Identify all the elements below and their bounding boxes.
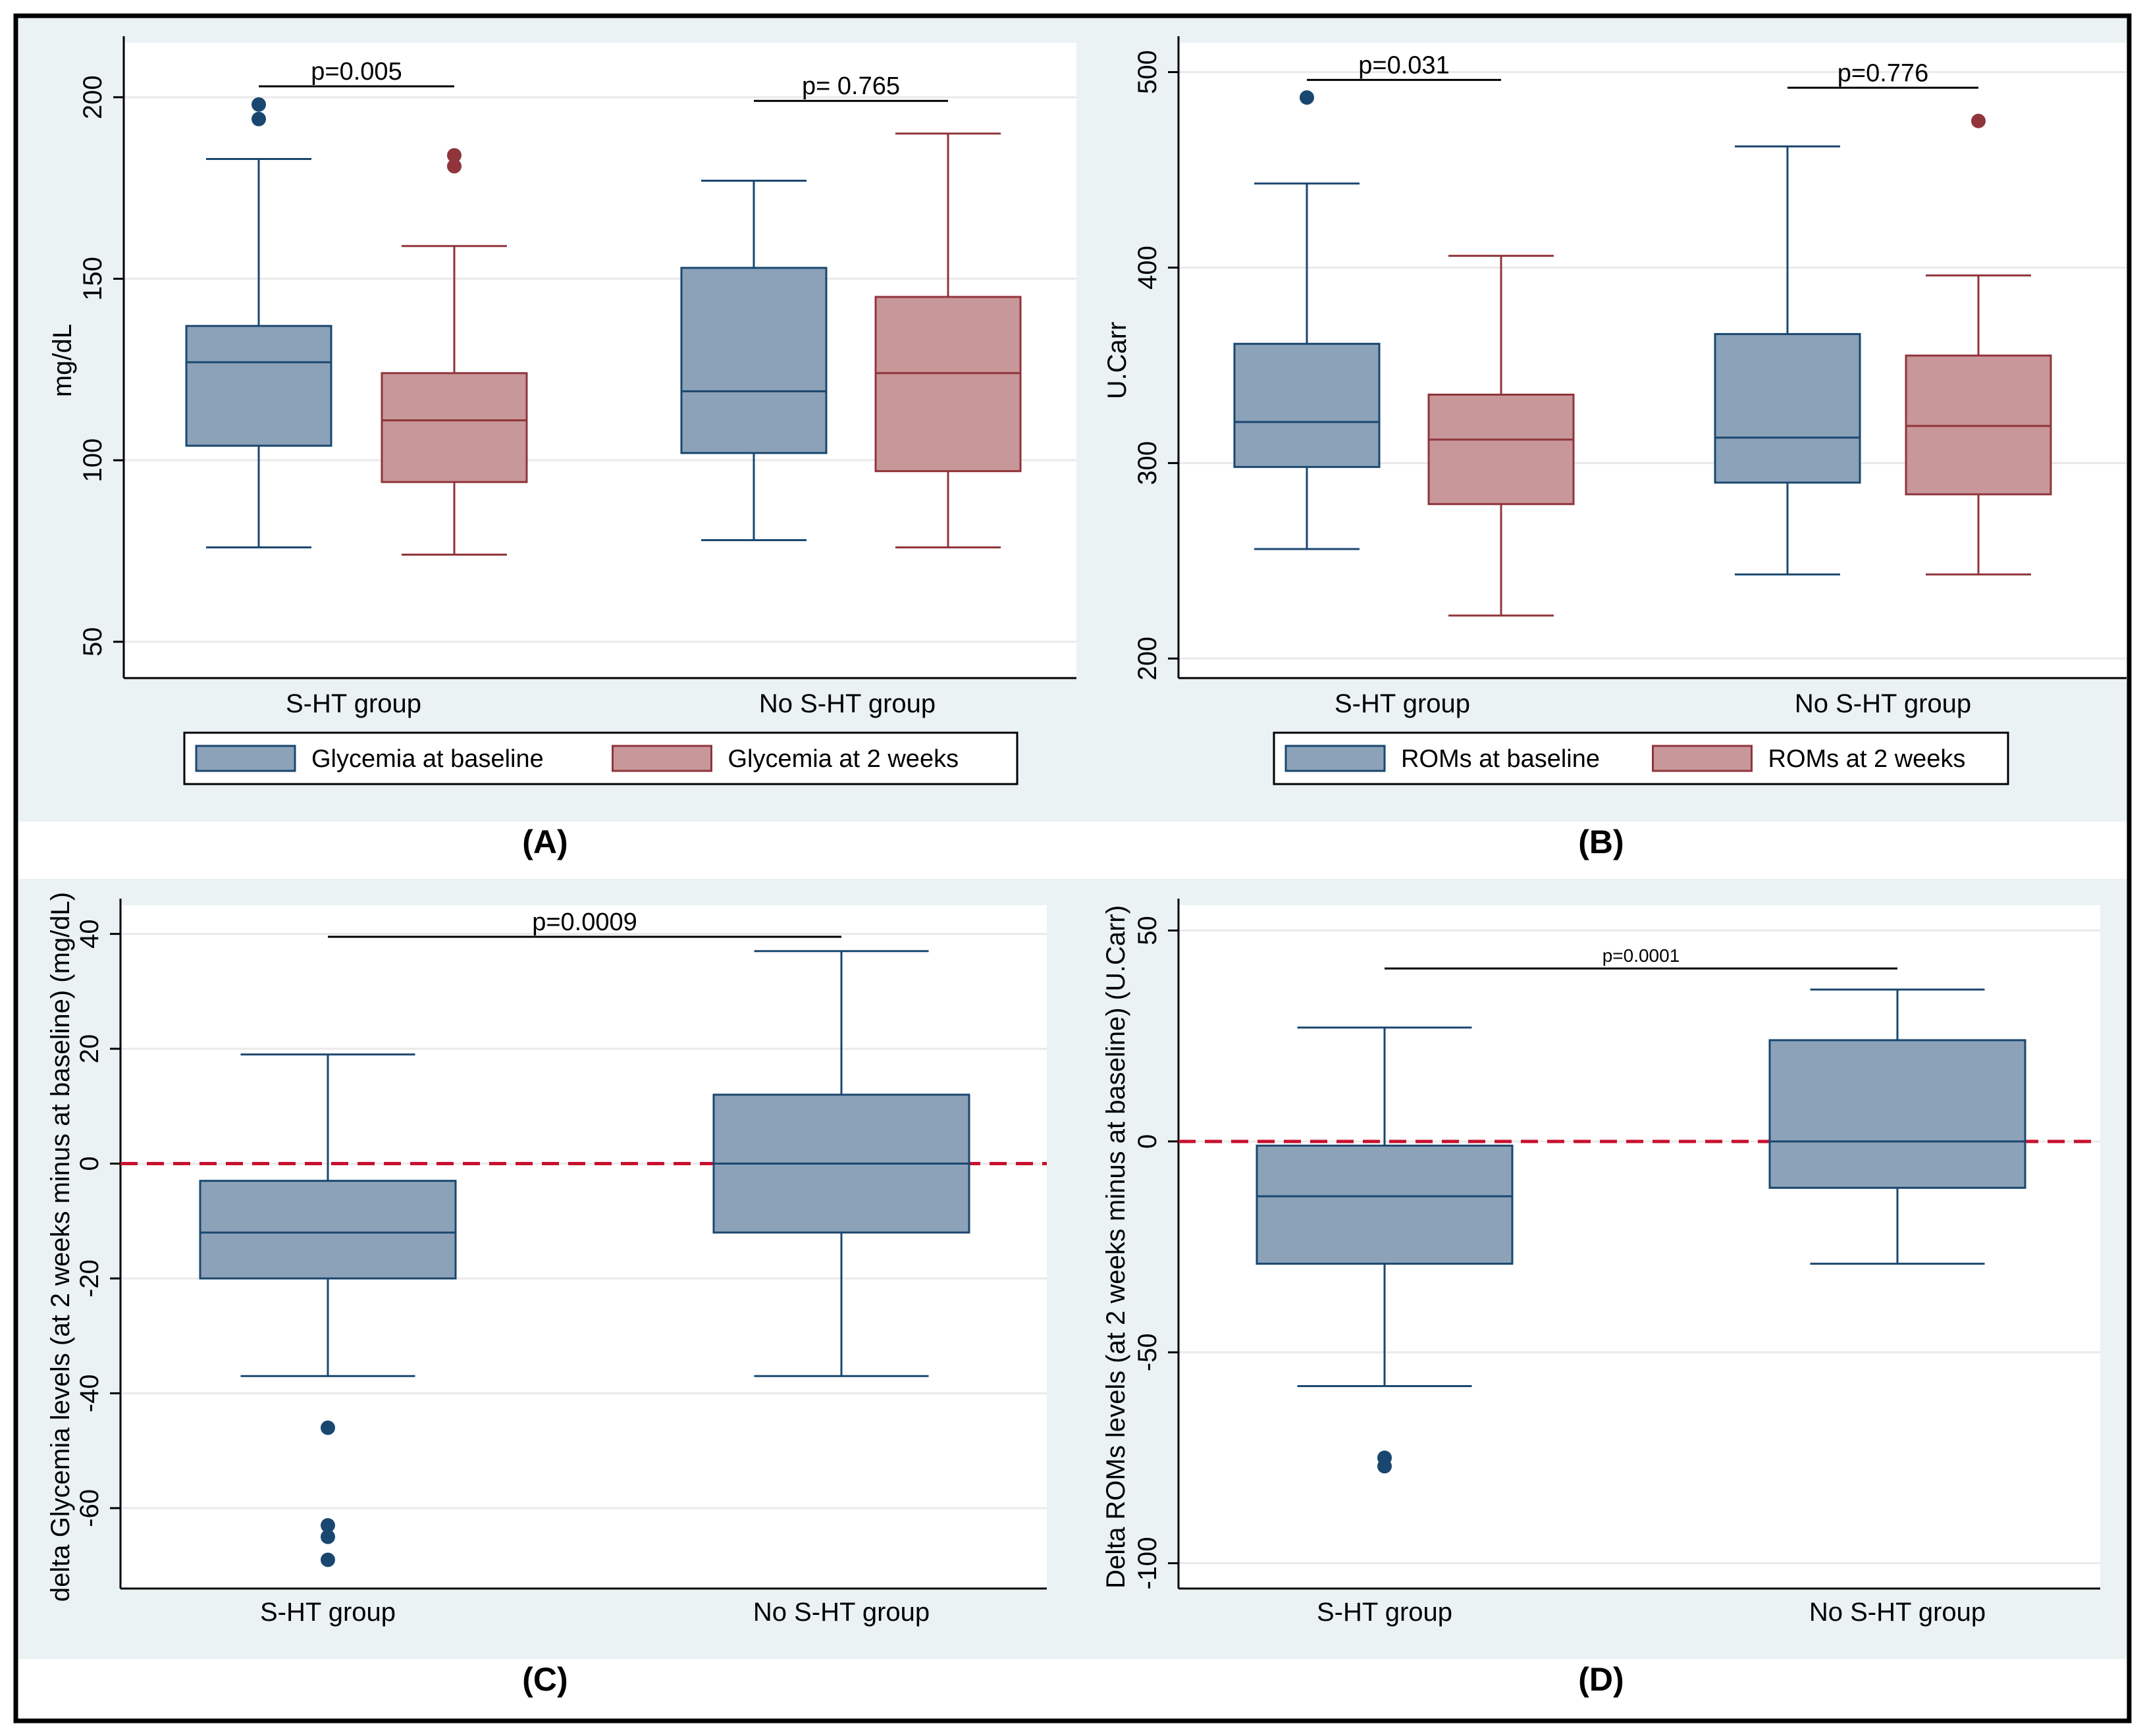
x-group-label-0: S-HT group — [1317, 1598, 1452, 1627]
x-group-label-1: No S-HT group — [753, 1598, 930, 1627]
box-iqr — [1427, 393, 1575, 506]
legend-label-red: ROMs at 2 weeks — [1768, 745, 1966, 773]
y-axis-label: Delta ROMs levels (at 2 weeks minus at b… — [1101, 905, 1130, 1589]
y-tick-label: 20 — [75, 1034, 104, 1064]
caption-a: (A) — [522, 824, 568, 860]
outlier-point — [251, 97, 266, 112]
y-tick-label: -40 — [75, 1375, 104, 1413]
box-blue-group-0 — [1256, 1026, 1514, 1474]
outlier-point — [447, 159, 462, 174]
y-tick-label: -20 — [75, 1259, 104, 1298]
box-blue-group-1 — [712, 950, 970, 1377]
box-blue-group-1 — [1714, 145, 1861, 576]
box-red-group-0 — [1427, 255, 1575, 617]
y-tick-label: 300 — [1133, 441, 1162, 485]
outlier-point — [321, 1529, 335, 1544]
y-tick-label: 0 — [1133, 1134, 1162, 1149]
box-blue-group-0 — [1233, 90, 1381, 550]
box-iqr — [680, 267, 828, 454]
p-value-label: p= 0.765 — [802, 72, 900, 100]
y-tick-label: 50 — [78, 627, 107, 657]
box-blue-group-1 — [1768, 988, 2026, 1265]
x-group-label-0: S-HT group — [260, 1598, 396, 1627]
outlier-point — [321, 1552, 335, 1567]
box-red-group-1 — [874, 132, 1022, 548]
y-tick-label: 150 — [78, 257, 107, 301]
box-iqr — [381, 372, 528, 483]
p-value-label: p=0.776 — [1838, 59, 1928, 87]
chart-a-glycemia: 50 100 150 200 mg/dL S-HT group No S-HT group p… — [48, 36, 1076, 785]
y-tick-label: 400 — [1133, 246, 1162, 290]
outlier-point — [321, 1420, 335, 1435]
y-tick-label: -100 — [1133, 1537, 1162, 1590]
outlier-point — [321, 1518, 335, 1533]
y-tick-label: 200 — [78, 75, 107, 119]
chart-b-roms: 200 300 400 500 U.Carr S-HT group No S-HT grou… — [1103, 36, 2127, 785]
outlier-point — [1971, 113, 1986, 128]
legend-label-blue: Glycemia at baseline — [311, 745, 544, 773]
x-group-label-0: S-HT group — [1335, 689, 1470, 718]
legend-label-blue: ROMs at baseline — [1401, 745, 1600, 773]
outlier-point — [251, 111, 266, 126]
y-tick-label: -60 — [75, 1489, 104, 1527]
x-group-label-1: No S-HT group — [1795, 689, 1971, 718]
x-group-label-1: No S-HT group — [759, 689, 936, 718]
p-value-label: p=0.005 — [311, 58, 402, 86]
y-tick-label: 500 — [1133, 50, 1162, 94]
box-iqr — [185, 325, 332, 447]
p-value-label: p=0.0001 — [1602, 945, 1680, 966]
outlier-point — [1377, 1459, 1392, 1474]
box-iqr — [1233, 342, 1381, 468]
box-red-group-0 — [381, 147, 528, 556]
y-tick-label: -50 — [1133, 1333, 1162, 1371]
legend-swatch-blue — [1284, 745, 1386, 772]
outlier-point — [447, 147, 462, 163]
y-tick-label: 40 — [75, 919, 104, 949]
y-axis-label: U.Carr — [1103, 322, 1132, 400]
box-iqr — [1256, 1144, 1514, 1265]
y-tick-label: 200 — [1133, 637, 1162, 681]
box-iqr — [874, 296, 1022, 473]
box-iqr — [1768, 1039, 2026, 1189]
box-iqr — [199, 1180, 457, 1280]
box-blue-group-0 — [185, 97, 332, 548]
legend-box — [1273, 731, 2009, 785]
y-tick-label: 50 — [1133, 916, 1162, 945]
box-iqr — [1714, 332, 1861, 484]
caption-b: (B) — [1578, 824, 1624, 860]
y-axis-label: delta Glycemia levels (at 2 weeks minus … — [46, 892, 75, 1602]
legend-label-red: Glycemia at 2 weeks — [728, 745, 959, 773]
p-value-label: p=0.031 — [1358, 51, 1449, 79]
caption-c: (C) — [522, 1661, 568, 1698]
legend-box — [183, 731, 1019, 785]
box-blue-group-1 — [680, 180, 828, 541]
p-value-label: p=0.0009 — [532, 908, 637, 936]
caption-d: (D) — [1578, 1661, 1624, 1698]
legend-swatch-blue — [195, 745, 296, 772]
box-red-group-1 — [1905, 113, 2052, 576]
legend-swatch-red — [612, 745, 712, 772]
legend-swatch-red — [1652, 745, 1753, 772]
box-blue-group-0 — [199, 1053, 457, 1567]
y-axis-label: mg/dL — [48, 324, 77, 397]
y-tick-label: 0 — [75, 1156, 104, 1170]
x-group-label-1: No S-HT group — [1809, 1598, 1986, 1627]
x-group-label-0: S-HT group — [286, 689, 421, 718]
outlier-point — [1300, 90, 1314, 105]
y-tick-label: 100 — [78, 438, 107, 483]
